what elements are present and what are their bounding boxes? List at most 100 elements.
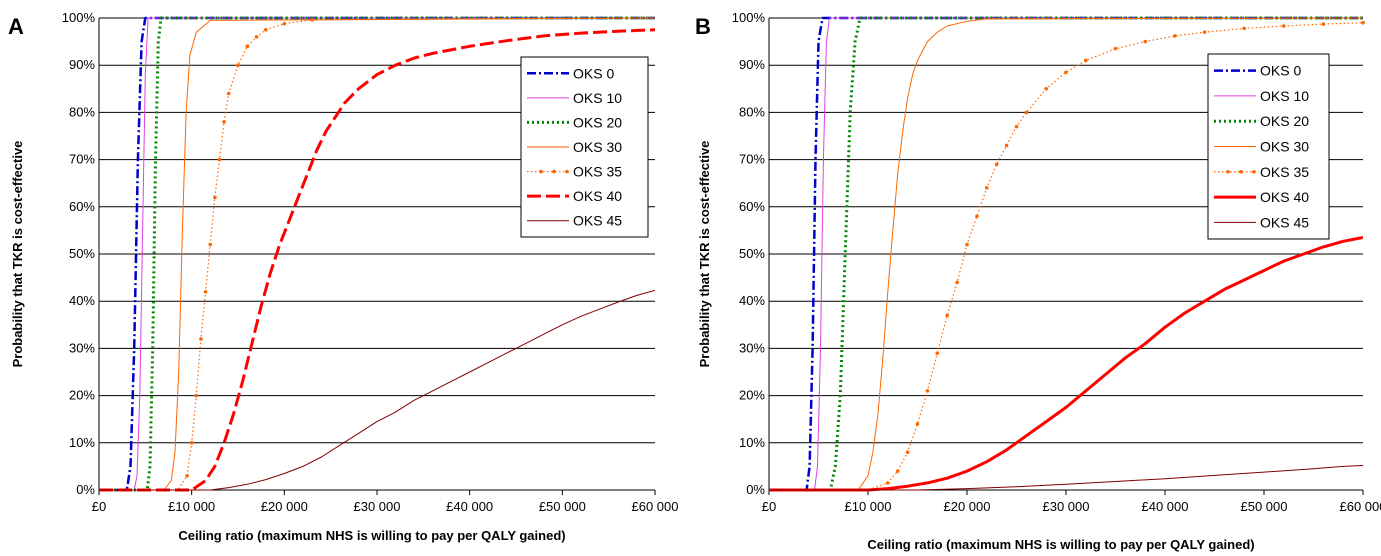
series-marker [1143, 39, 1147, 44]
y-tick-label: 40% [739, 293, 765, 308]
legend-label: OKS 0 [573, 65, 614, 81]
x-tick-label: £0 [92, 499, 106, 514]
series-line-oks-30 [769, 17, 1363, 491]
x-tick-label: £30 000 [354, 499, 401, 514]
series-marker [985, 186, 989, 190]
y-tick-label: 20% [69, 388, 95, 403]
series-marker [1064, 70, 1068, 75]
x-tick-label: £60 000 [632, 499, 679, 514]
x-tick-label: £40 000 [1142, 499, 1189, 514]
y-tick-label: 70% [69, 152, 95, 167]
panel-label: A [8, 14, 24, 39]
series-marker [185, 474, 189, 478]
series-marker [1242, 26, 1246, 31]
x-tick-label: £50 000 [539, 499, 586, 514]
y-tick-label: 40% [69, 293, 95, 308]
legend-label: OKS 40 [573, 188, 622, 204]
series-line-oks-45 [99, 289, 655, 491]
x-tick-label: £30 000 [1043, 499, 1090, 514]
series-line-oks-40 [99, 28, 655, 492]
legend-label: OKS 45 [573, 213, 622, 229]
series-marker [925, 389, 930, 393]
y-tick-label: 0% [746, 482, 765, 497]
series-marker [1014, 124, 1019, 129]
series-marker [222, 120, 226, 124]
series-marker [245, 44, 250, 49]
series-marker [1282, 24, 1286, 28]
series-marker [226, 91, 231, 96]
series-marker [213, 195, 217, 200]
series-marker [1361, 20, 1365, 25]
legend-label: OKS 0 [1260, 63, 1301, 79]
legend: OKS 0 OKS 10 OKS 20 OKS 30 OKS 35 OKS 40 OKS 4… [520, 56, 649, 238]
y-tick-label: 80% [69, 104, 95, 119]
series-marker [203, 289, 208, 294]
chart-panel-a: 0% 10% 20% 30% 40% 50% 60% 70% 80% 90% 100% £0 £10 0… [0, 0, 690, 556]
series-line-oks-20 [769, 16, 1363, 492]
y-tick-label: 10% [69, 435, 95, 450]
series-marker [194, 393, 199, 398]
y-tick-label: 70% [739, 152, 765, 167]
legend-label: OKS 40 [1260, 189, 1309, 205]
series-marker [955, 280, 959, 285]
legend-label: OKS 35 [1260, 164, 1309, 180]
series-line-oks-10 [99, 17, 655, 491]
series-line-oks-35 [769, 22, 1363, 491]
legend-label: OKS 45 [1260, 214, 1309, 230]
y-axis-title: Probability that TKR is cost-effective [697, 141, 712, 368]
y-tick-label: 50% [739, 246, 765, 261]
series-marker [217, 157, 222, 162]
legend-label: OKS 30 [1260, 139, 1309, 155]
legend-marker [552, 169, 556, 174]
series-line-oks-0 [769, 16, 1363, 492]
series-marker [1044, 87, 1048, 91]
series-marker [935, 351, 940, 355]
series-marker [1084, 58, 1088, 63]
series-marker [1004, 143, 1009, 148]
chart-b-svg: 0% 10% 20% 30% 40% 50% 60% 70% 80% 90% 100% £0 £10 0… [695, 10, 1381, 552]
series-line-oks-20 [99, 16, 655, 492]
series-line-oks-0 [99, 16, 655, 492]
series-marker [915, 422, 920, 426]
y-tick-label: 60% [69, 199, 95, 214]
x-tick-label: £60 000 [1340, 499, 1381, 514]
x-tick-label: £40 000 [446, 499, 493, 514]
series-marker [310, 18, 314, 22]
series-marker [254, 35, 259, 39]
x-tick-label: £0 [762, 499, 776, 514]
series-marker [895, 469, 900, 473]
series-marker [208, 242, 212, 247]
legend-marker [1239, 169, 1243, 174]
legend-marker [565, 169, 569, 174]
series-marker [975, 214, 979, 219]
x-tick-label: £10 000 [168, 499, 215, 514]
x-tick-label: £50 000 [1241, 499, 1288, 514]
series-marker [189, 441, 194, 445]
series-line-oks-40 [769, 236, 1363, 492]
y-tick-label: 100% [732, 10, 766, 25]
y-tick-label: 20% [739, 388, 765, 403]
x-tick-label: £20 000 [261, 499, 308, 514]
series-marker [965, 242, 969, 247]
chart-panel-b: 0% 10% 20% 30% 40% 50% 60% 70% 80% 90% 100% £0 £10 0… [695, 0, 1381, 556]
series-marker [1173, 34, 1177, 38]
series-marker [1321, 22, 1326, 26]
y-tick-label: 0% [76, 482, 95, 497]
legend-marker [1226, 169, 1230, 174]
series-marker [282, 21, 287, 26]
legend: OKS 0 OKS 10 OKS 20 OKS 30 OKS 35 OKS 40 OKS 4… [1207, 53, 1330, 240]
y-tick-label: 50% [69, 246, 95, 261]
series-marker [886, 481, 890, 485]
legend-marker [1252, 169, 1256, 174]
y-tick-label: 60% [739, 199, 765, 214]
y-tick-label: 100% [62, 10, 96, 25]
x-axis-title: Ceiling ratio (maximum NHS is willing to… [867, 537, 1254, 552]
y-tick-label: 80% [739, 104, 765, 119]
legend-label: OKS 30 [573, 139, 622, 155]
y-tick-label: 10% [739, 435, 765, 450]
series-marker [236, 63, 240, 67]
panel-label: B [695, 14, 711, 39]
legend-label: OKS 20 [573, 114, 622, 130]
legend-label: OKS 10 [1260, 88, 1309, 104]
legend-label: OKS 10 [573, 90, 622, 106]
